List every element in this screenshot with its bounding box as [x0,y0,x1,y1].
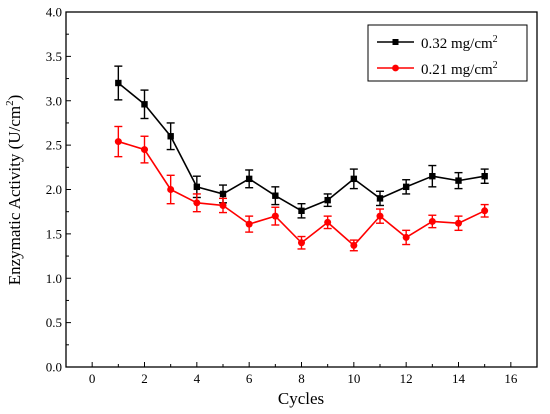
legend-label-2-sup: 2 [493,60,498,71]
y-tick-label: 1.5 [46,226,62,241]
y-tick-label: 2.5 [46,138,62,153]
data-point [167,133,174,140]
y-tick-label: 0.5 [46,315,62,330]
data-point [298,207,305,214]
legend-marker-circle [392,64,399,72]
data-point [481,172,488,180]
data-point [271,212,279,220]
data-point [481,207,489,215]
x-axis-title: Cycles [278,389,324,408]
y-tick-label: 2.0 [46,182,62,197]
data-point [141,146,148,154]
legend-entry-1: 0.32 mg/cm2 [377,34,498,52]
data-point [193,199,201,207]
data-point [324,218,332,226]
y-axis-title: Enzymatic Activity (U/cm2) [4,95,24,286]
y-tick-label: 4.0 [46,5,62,20]
x-tick-label: 2 [141,371,148,386]
x-tick-label: 16 [504,371,518,386]
data-point [114,138,122,146]
x-tick-label: 14 [452,371,466,386]
series-layer [114,65,489,252]
legend: 0.32 mg/cm2 0.21 mg/cm2 [367,24,528,82]
series-1 [114,65,489,219]
data-point [350,241,358,249]
data-point [429,172,436,180]
data-point [455,219,462,227]
legend-entry-2: 0.21 mg/cm2 [377,60,498,78]
x-tick-label: 10 [347,371,360,386]
y-tick-label: 3.5 [46,49,62,64]
legend-label-1: 0.32 mg/cm2 [421,34,498,52]
y-axis-title-close: ) [5,95,24,101]
data-point [428,217,436,225]
data-point [402,233,410,241]
data-point [219,201,227,209]
legend-label-2-main: 0.21 mg/cm [421,62,493,78]
legend-label-1-sup: 2 [493,34,498,45]
data-point [298,239,305,247]
y-axis-title-main: Enzymatic Activity (U/cm [5,106,24,285]
data-point [141,101,148,108]
legend-marker-square [392,39,399,45]
data-point [193,183,201,191]
y-axis-title-sup: 2 [4,100,16,106]
legend-box [367,24,528,82]
data-point [455,177,462,184]
data-point [376,212,384,220]
x-tick-label: 0 [89,371,96,386]
series-2 [114,125,489,252]
series-line [118,140,486,247]
data-point [245,220,253,228]
data-point [350,175,358,183]
axis-ticks: 0 2 4 6 8 10 12 14 16 0.0 0.5 1.0 1.5 2.0 2.5 3.0 3.5 4.0 [46,5,518,387]
x-tick-label: 6 [246,371,253,386]
data-point [402,183,410,191]
data-point [115,79,122,87]
data-point [324,196,331,204]
legend-label-1-main: 0.32 mg/cm [421,36,493,52]
x-tick-label: 8 [298,371,305,386]
y-tick-label: 1.0 [46,271,62,286]
legend-label-2: 0.21 mg/cm2 [421,60,498,78]
x-tick-label: 12 [400,371,413,386]
data-point [219,190,227,198]
data-point [376,195,384,202]
data-point [167,186,175,193]
y-tick-label: 0.0 [46,360,62,375]
x-tick-label: 4 [194,371,201,386]
data-point [272,192,279,199]
y-tick-label: 3.0 [46,93,62,108]
data-point [245,175,253,183]
